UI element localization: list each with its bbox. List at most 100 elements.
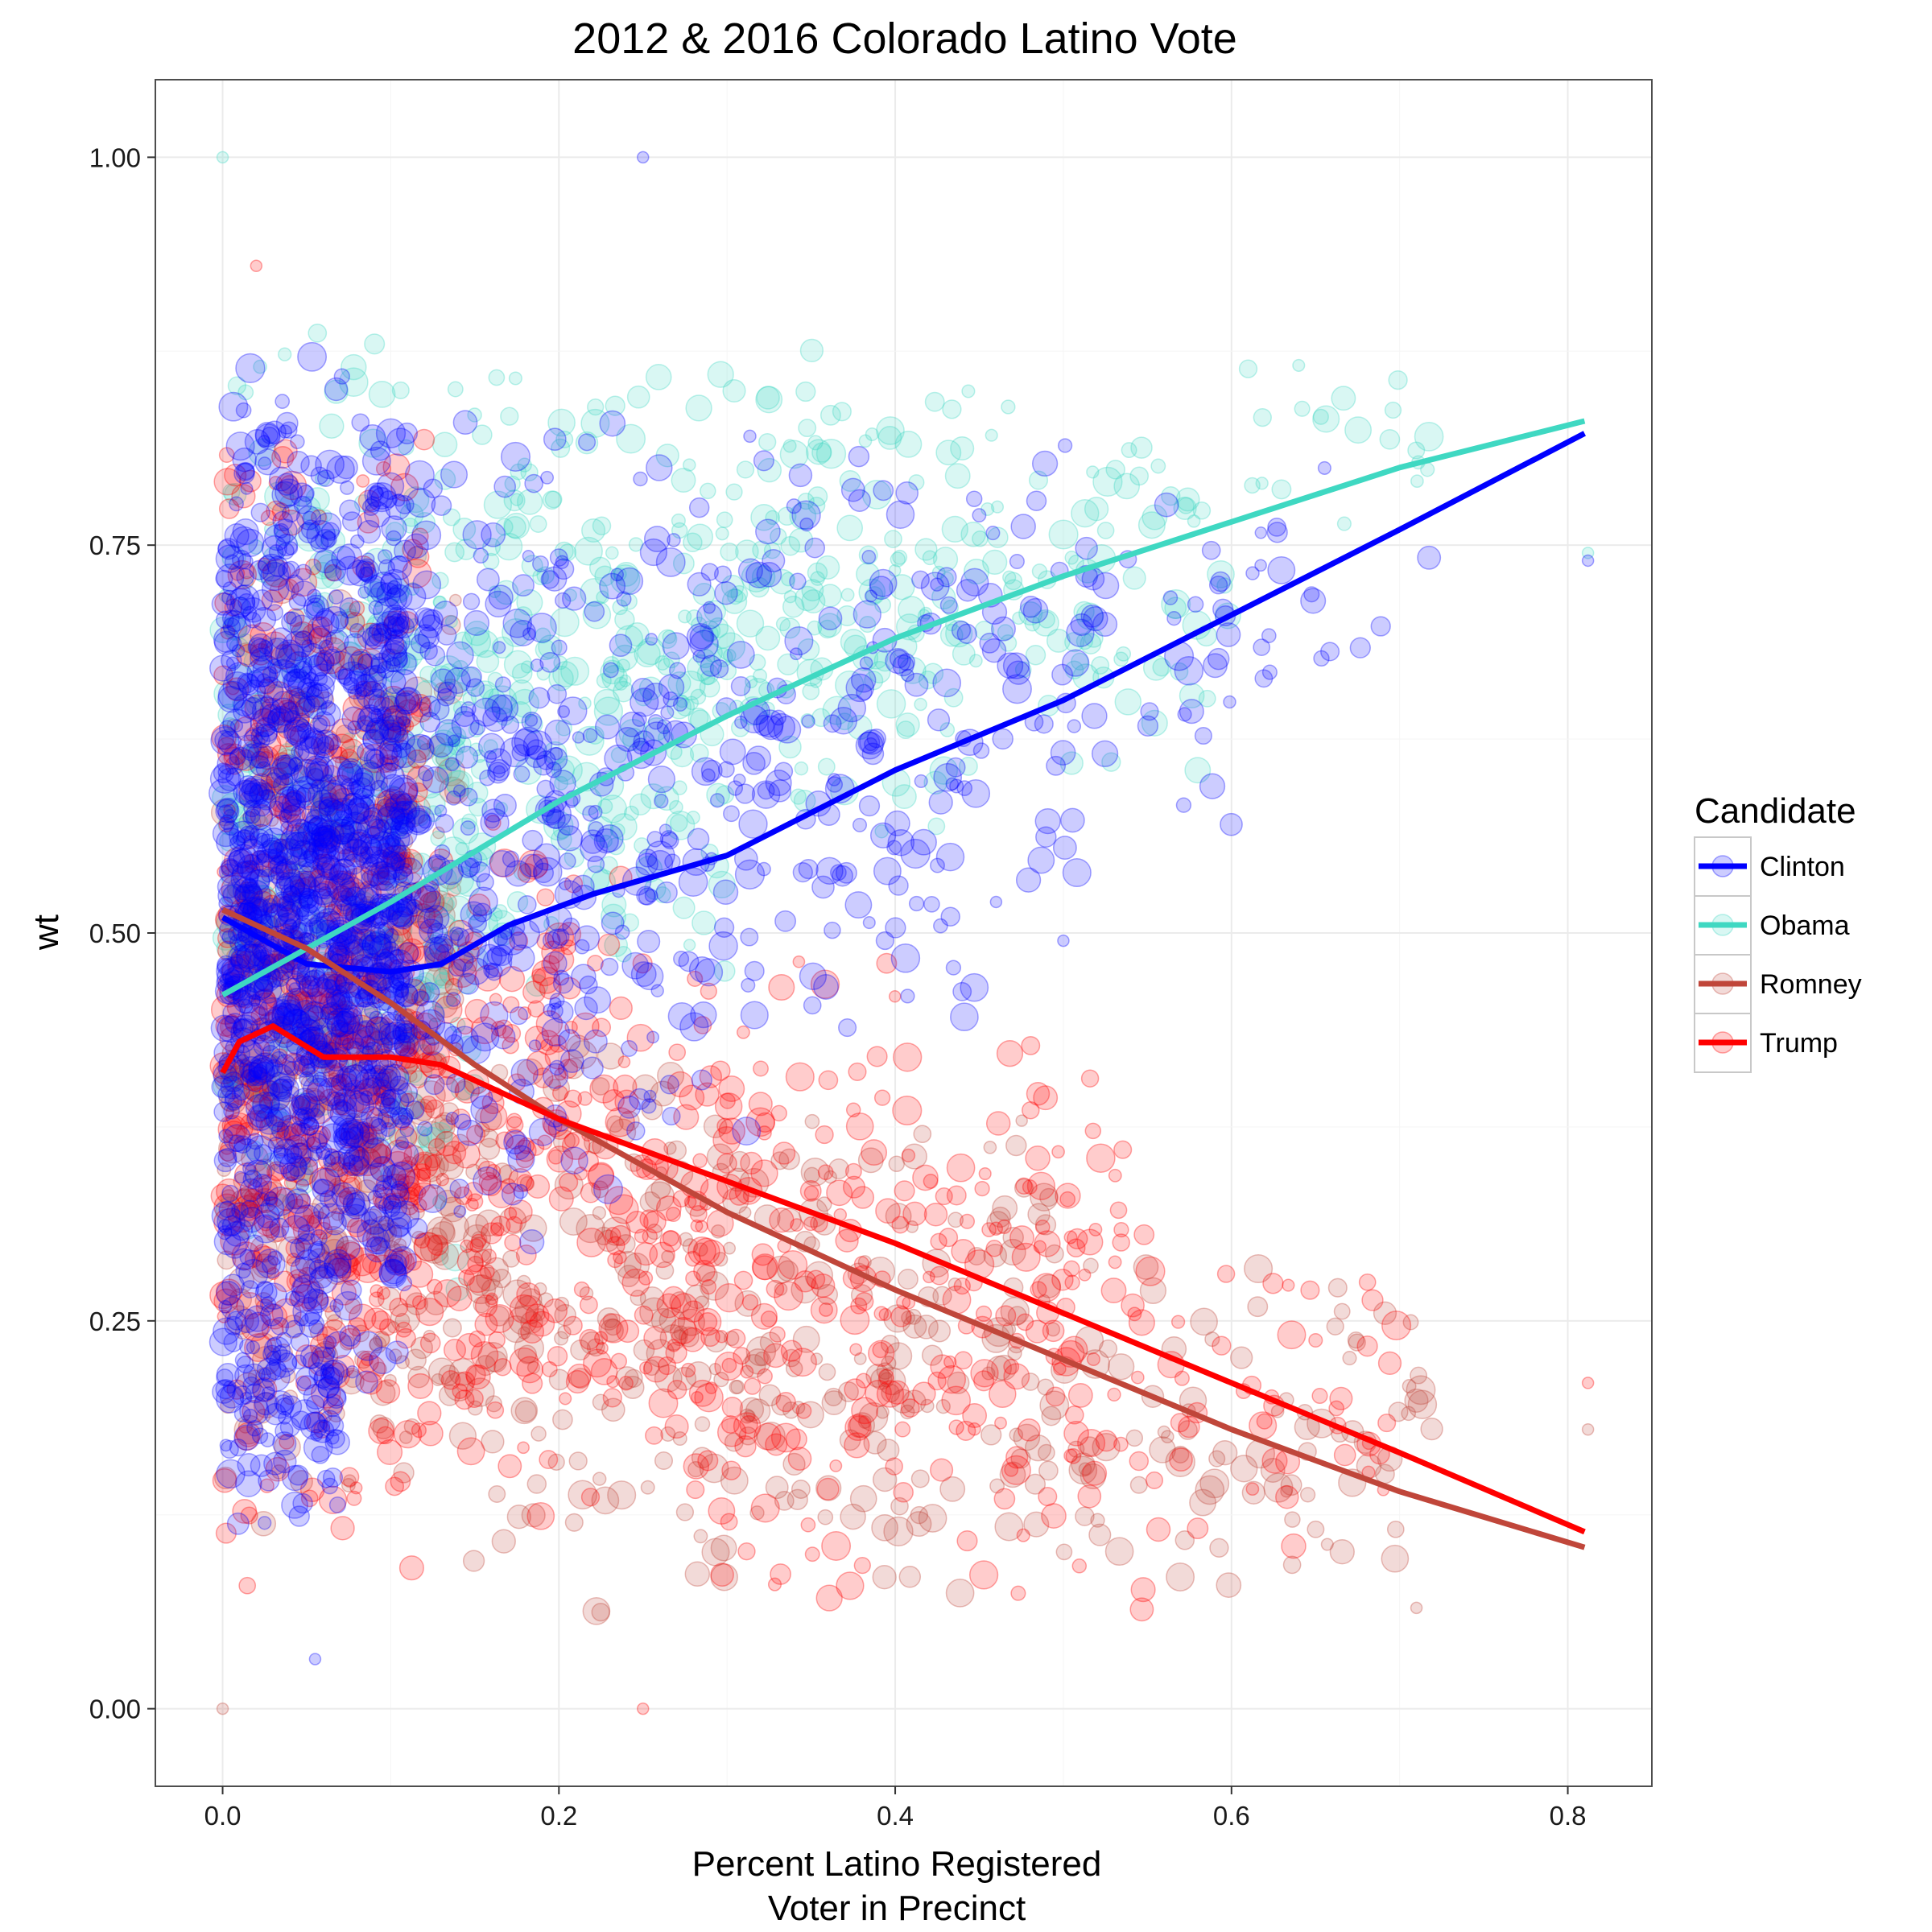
data-point [261,1255,281,1275]
data-point [639,1360,653,1375]
data-point [816,1284,839,1306]
data-point [284,855,301,872]
data-point [592,1174,624,1204]
data-point [449,1179,470,1199]
data-point [879,1372,895,1388]
data-point [295,906,310,922]
data-point [382,705,408,732]
data-point [559,1392,572,1406]
data-point [876,1362,894,1380]
data-point [1388,1402,1409,1422]
data-point [229,496,244,512]
data-point [434,1112,456,1133]
data-point [582,728,598,744]
data-point [1270,1405,1285,1418]
data-point [859,656,873,671]
data-point [684,1561,711,1587]
data-point [894,1421,911,1438]
data-point [639,1286,665,1311]
data-point [815,1584,843,1612]
data-point [346,1490,362,1506]
data-point [1230,1346,1253,1369]
data-point [246,1234,264,1253]
data-point [626,385,650,409]
data-point [1053,1362,1067,1376]
data-point [464,1389,484,1409]
data-point [606,1375,620,1389]
data-point [223,1331,244,1352]
data-point [791,1275,819,1304]
data-point [500,441,531,472]
data-point [914,774,928,788]
data-point [437,679,464,704]
data-point [714,1092,743,1121]
data-point [1109,1201,1128,1220]
data-point [316,729,339,753]
data-point [1075,1506,1095,1526]
data-point [1165,1447,1195,1478]
data-point [894,1180,915,1202]
data-point [401,1155,419,1173]
data-point [328,845,345,862]
data-point [218,1086,245,1113]
data-point [944,463,971,489]
data-point [395,1355,410,1369]
data-point [1333,1302,1351,1320]
data-point [266,683,284,702]
data-point [607,1252,623,1269]
data-point [1344,416,1373,444]
data-point [304,1309,320,1325]
data-point [229,1288,253,1311]
data-point [1046,1322,1061,1337]
data-point [1410,1601,1423,1615]
data-point [431,1373,444,1386]
data-point [1410,1366,1428,1385]
data-point [277,1236,306,1264]
data-point [693,1529,708,1544]
data-point [1090,1513,1105,1528]
data-point [282,839,308,865]
data-point [250,1332,277,1360]
data-point [351,1149,372,1169]
data-point [782,439,797,453]
data-point [985,428,998,442]
data-point [268,1349,298,1378]
data-point [792,955,806,968]
data-point [320,1230,345,1254]
data-point [362,667,383,688]
data-point [320,890,338,908]
data-point [1055,1543,1073,1561]
data-point [929,1265,949,1286]
data-point [321,1238,348,1265]
data-point [455,1080,475,1101]
data-point [424,1153,449,1178]
data-point [395,422,419,444]
data-point [476,1266,501,1292]
data-point [932,1286,952,1306]
data-point [443,988,464,1010]
data-point [267,848,285,865]
data-point [320,1062,336,1077]
data-point [786,1488,808,1510]
data-point [507,1145,535,1173]
data-point [845,1112,874,1141]
data-point [394,1020,422,1047]
data-point [576,1213,605,1244]
data-point [307,1248,332,1273]
data-point [560,656,590,686]
data-point [771,1394,792,1416]
data-point [756,386,780,410]
data-point [411,1098,436,1122]
data-point [375,1379,401,1404]
data-point [435,1145,462,1172]
data-point [298,1088,328,1117]
data-point [242,807,266,831]
data-point [918,1504,947,1533]
data-point [436,1178,462,1203]
data-point [407,1373,434,1399]
data-point [415,1297,444,1327]
data-point [328,1496,346,1514]
data-point [488,369,506,386]
data-point [559,1208,588,1236]
data-point [662,632,690,660]
